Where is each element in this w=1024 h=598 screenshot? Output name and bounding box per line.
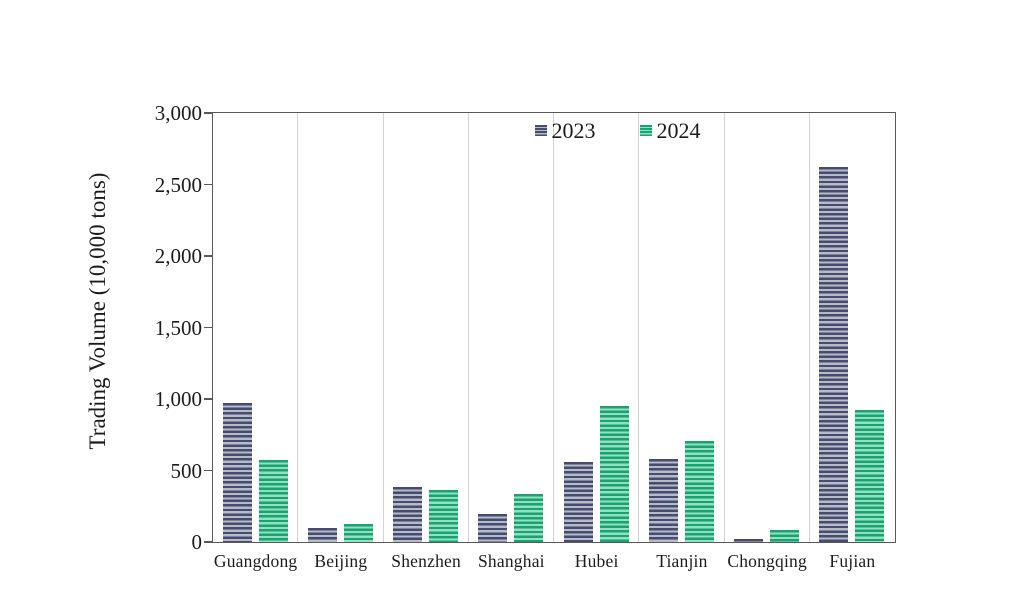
y-tick-label-1000: 1,000: [154, 387, 202, 411]
plot-area: 2023 2024: [211, 111, 896, 543]
bar-group-beijing: [298, 113, 383, 542]
bar-2023-shanghai: [478, 514, 508, 542]
legend-swatch-2023-icon: [534, 125, 547, 136]
bar-group-fujian: [809, 113, 894, 542]
y-tick-label-3000: 3,000: [154, 101, 202, 125]
bar-2023-guangdong: [222, 402, 252, 542]
category-separator-gridline: [382, 112, 384, 542]
x-tick-label-shanghai: Shanghai: [478, 551, 545, 571]
bar-group-chongqing: [724, 113, 809, 542]
bar-group-shanghai: [468, 113, 553, 542]
bar-2024-tianjin: [684, 440, 714, 542]
y-tick-label-2500: 2,500: [154, 172, 202, 197]
bar-group-hubei: [554, 113, 639, 542]
legend-label-2024: 2024: [656, 117, 701, 143]
legend-item-2024: 2024: [639, 117, 701, 144]
bar-2023-hubei: [563, 462, 593, 542]
category-separator-gridline: [638, 112, 640, 542]
y-axis-tick-mark: [204, 469, 212, 472]
category-separator-gridline: [723, 112, 725, 542]
bar-2024-beijing: [343, 523, 373, 542]
legend-label-2023: 2023: [551, 117, 596, 143]
y-axis-tick-mark: [204, 541, 212, 543]
y-axis-tick-mark: [204, 112, 212, 114]
bar-2024-guangdong: [258, 460, 288, 542]
bar-2023-tianjin: [648, 459, 678, 542]
bar-2024-fujian: [855, 409, 885, 542]
bar-2024-shanghai: [514, 494, 544, 542]
x-tick-label-fujian: Fujian: [829, 551, 876, 571]
x-tick-label-tianjin: Tianjin: [656, 551, 708, 571]
y-axis-tick-mark: [204, 255, 212, 257]
x-tick-label-chongqing: Chongqing: [727, 551, 807, 571]
category-separator-gridline: [297, 112, 299, 542]
x-tick-label-guangdong: Guangdong: [213, 551, 298, 571]
bar-2023-chongqing: [734, 538, 764, 542]
bar-2023-beijing: [307, 527, 337, 542]
x-tick-label-beijing: Beijing: [314, 551, 368, 571]
y-tick-label-1500: 1,500: [154, 315, 202, 340]
y-axis-tick-mark: [204, 183, 212, 186]
bar-2023-fujian: [819, 166, 849, 542]
y-tick-label-500: 500: [170, 458, 203, 483]
legend-item-2023: 2023: [534, 117, 596, 144]
bar-2024-chongqing: [770, 530, 800, 542]
bar-group-tianjin: [639, 113, 724, 542]
bar-2024-hubei: [599, 405, 629, 542]
y-tick-label-2000: 2,000: [154, 244, 202, 268]
x-tick-label-shenzhen: Shenzhen: [391, 551, 461, 571]
y-axis-tick-mark: [204, 398, 212, 400]
bar-2024-shenzhen: [429, 490, 459, 542]
category-separator-gridline: [808, 112, 810, 542]
x-tick-label-hubei: Hubei: [574, 551, 619, 571]
bar-group-shenzhen: [383, 113, 468, 542]
legend-swatch-2024-icon: [639, 125, 652, 136]
bar-2023-shenzhen: [393, 487, 423, 542]
category-separator-gridline: [553, 112, 554, 542]
y-axis-tick-mark: [204, 326, 212, 329]
y-tick-label-0: 0: [191, 530, 203, 554]
category-separator-gridline: [467, 112, 469, 542]
bar-group-guangdong: [213, 113, 298, 542]
legend: 2023 2024: [534, 117, 701, 144]
